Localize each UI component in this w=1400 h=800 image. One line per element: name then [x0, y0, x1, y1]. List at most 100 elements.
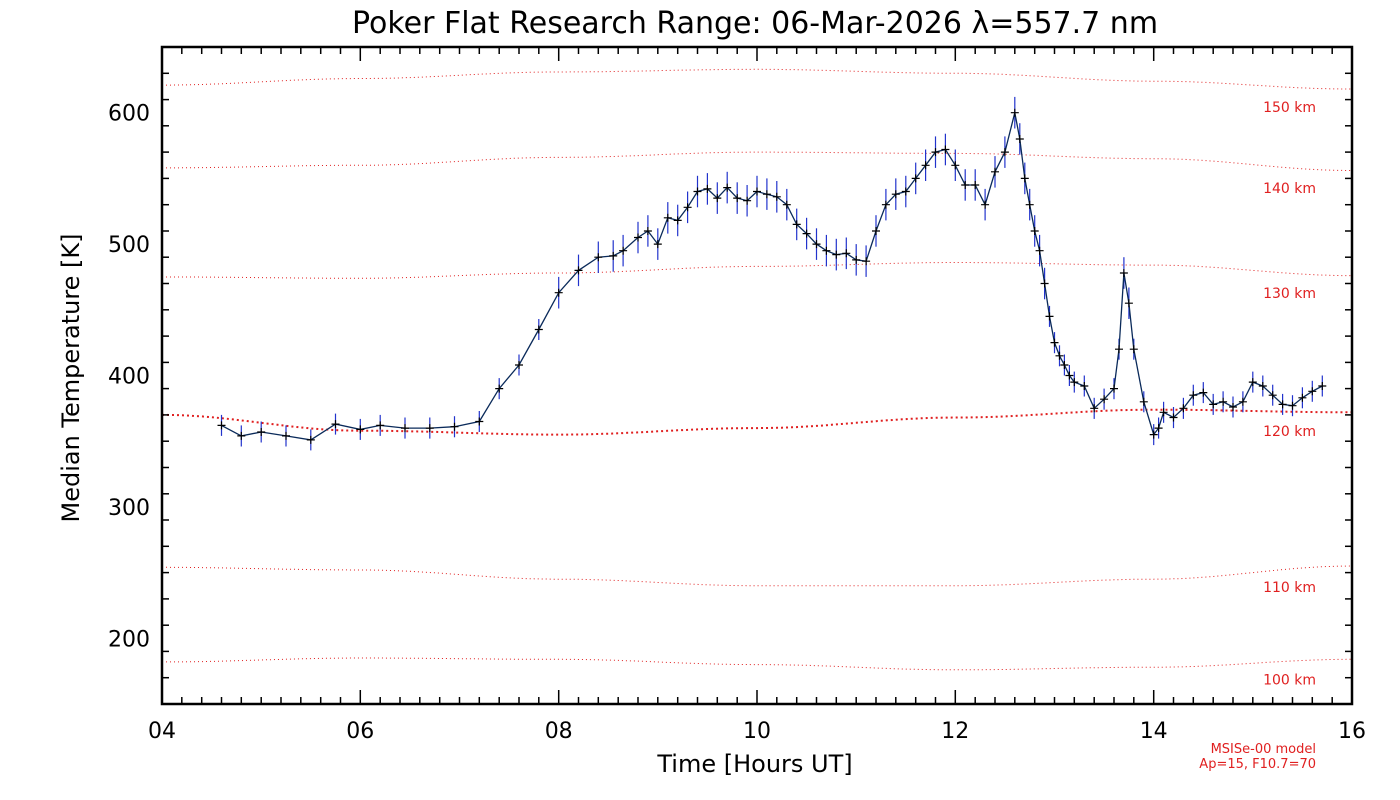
chart-title: Poker Flat Research Range: 06-Mar-2026 λ… [352, 6, 1158, 41]
data-point [1020, 174, 1029, 183]
data-point [911, 174, 920, 183]
data-point [1199, 388, 1208, 397]
data-point [1055, 351, 1064, 360]
data-point [1124, 299, 1133, 308]
data-point [1298, 393, 1307, 402]
y-tick-label: 300 [108, 496, 150, 521]
model-label-140-km: 140 km [1263, 181, 1316, 197]
data-point [1080, 382, 1089, 390]
data-point [450, 422, 459, 431]
data-point [1229, 403, 1237, 411]
data-point [376, 421, 385, 430]
data-point [1268, 391, 1277, 400]
data-point [941, 145, 950, 154]
data-point [1159, 408, 1168, 417]
x-tick-label: 10 [743, 719, 771, 744]
data-point [653, 240, 662, 249]
data-point [901, 187, 910, 196]
data-point [1219, 397, 1228, 406]
data-point [609, 251, 618, 260]
data-point [673, 216, 682, 225]
x-tick-label: 14 [1140, 719, 1168, 744]
data-point [981, 200, 990, 209]
data-point [282, 431, 290, 440]
data-point [812, 240, 821, 249]
data-point [534, 325, 543, 334]
data-point [1015, 135, 1024, 143]
data-point [1189, 391, 1198, 400]
data-point [401, 424, 409, 433]
data-point [762, 190, 771, 199]
data-point [713, 194, 722, 203]
data-point [852, 255, 861, 264]
y-tick-label: 500 [108, 233, 150, 258]
data-point [951, 161, 960, 170]
data-point [574, 266, 583, 275]
data-point [1278, 400, 1287, 409]
data-point [872, 227, 880, 235]
data-point [971, 181, 980, 189]
data-point [1040, 279, 1049, 288]
model-curve-110-km [162, 565, 1353, 587]
data-point [703, 184, 712, 193]
data-point [1119, 269, 1128, 277]
model-curve-140-km [162, 151, 1352, 171]
data-point [1288, 401, 1297, 410]
x-axis-label: Time [Hours UT] [656, 750, 852, 778]
data-point [1248, 378, 1257, 387]
data-point [693, 187, 702, 196]
data-point [991, 167, 999, 176]
data-point [1129, 345, 1138, 354]
x-tick-label: 04 [148, 719, 176, 744]
data-point [1179, 404, 1188, 413]
data-point [1110, 384, 1118, 393]
data-point [782, 200, 791, 209]
data-point [1149, 430, 1158, 439]
model-label-110-km: 110 km [1263, 580, 1316, 596]
data-point [643, 227, 652, 235]
data-point [634, 233, 642, 242]
data-point [356, 425, 365, 434]
x-tick-label: 16 [1338, 719, 1366, 744]
data-point [1050, 338, 1059, 347]
x-tick-label: 12 [941, 719, 969, 744]
data-point [1010, 108, 1019, 117]
model-curve-130-km [161, 262, 1352, 279]
data-point [891, 190, 900, 199]
model-curve-150-km [162, 68, 1352, 90]
model-note-line-2: Ap=15, F10.7=70 [1199, 757, 1316, 772]
data-point [237, 431, 246, 440]
data-point [619, 246, 628, 255]
data-point [961, 181, 970, 189]
data-point [1100, 395, 1109, 404]
data-point [832, 250, 841, 259]
model-label-100-km: 100 km [1263, 673, 1316, 689]
axis-ticks: 04 06 08 10 12 14 16 200 300 400 500 600 [108, 46, 1366, 744]
data-point [554, 288, 563, 297]
data-point [772, 192, 781, 201]
data-point [792, 220, 801, 229]
model-label-150-km: 150 km [1263, 100, 1316, 116]
x-tick-label: 06 [346, 719, 374, 744]
data-point [217, 421, 226, 430]
data-point [1035, 246, 1044, 255]
data-point [1090, 404, 1099, 413]
data-point [1139, 397, 1148, 406]
data-point [1000, 148, 1009, 157]
data-point [1308, 387, 1317, 396]
model-curves: 100 km 110 km 120 km 130 km 140 km 150 km [161, 68, 1353, 689]
data-point [1025, 200, 1034, 209]
data-point [862, 257, 871, 266]
model-label-120-km: 120 km [1263, 424, 1316, 440]
data-point [1065, 371, 1074, 380]
data-point [257, 428, 266, 436]
data-point [931, 148, 940, 157]
data-series [217, 96, 1327, 451]
data-point [753, 187, 761, 196]
data-point [1258, 382, 1267, 390]
data-point [1070, 378, 1079, 387]
data-point [1169, 413, 1178, 422]
x-tick-label: 08 [545, 719, 573, 744]
data-point [1209, 400, 1218, 409]
